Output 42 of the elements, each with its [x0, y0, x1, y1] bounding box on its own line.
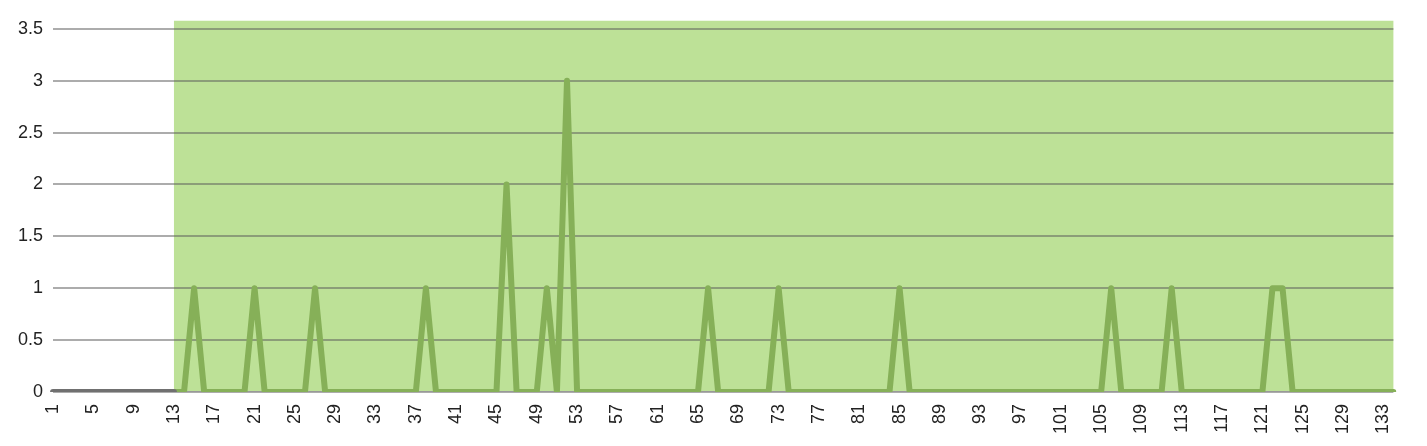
x-tick-label: 117: [1211, 403, 1232, 433]
x-tick-label: 81: [848, 403, 869, 424]
x-tick-label: 5: [82, 403, 103, 414]
y-tick-label: 3.5: [17, 17, 44, 38]
x-tick-label: 61: [646, 403, 667, 424]
x-tick-label: 77: [807, 403, 828, 424]
y-tick-label: 2: [33, 173, 44, 194]
x-tick-label: 85: [888, 403, 909, 424]
x-tick-label: 133: [1372, 403, 1393, 435]
x-tick-label: 1: [41, 403, 62, 414]
x-tick-label: 93: [969, 403, 990, 424]
x-tick-label: 101: [1049, 403, 1070, 435]
x-tick-label: 105: [1090, 403, 1111, 435]
x-tick-label: 69: [727, 403, 748, 424]
x-tick-label: 25: [283, 403, 304, 424]
x-tick-label: 109: [1130, 403, 1151, 435]
x-tick-label: 125: [1291, 403, 1312, 435]
y-tick-label: 1: [33, 277, 44, 298]
x-tick-label: 21: [243, 403, 264, 424]
x-tick-label: 73: [767, 403, 788, 424]
x-tick-label: 129: [1331, 403, 1352, 435]
x-tick-label: 13: [162, 403, 183, 424]
y-tick-label: 1.5: [17, 225, 44, 246]
x-tick-label: 57: [606, 403, 627, 424]
x-tick-label: 45: [485, 403, 506, 424]
x-tick-label: 65: [686, 403, 707, 424]
x-tick-label: 41: [445, 403, 466, 424]
x-tick-label: 121: [1251, 403, 1272, 435]
x-tick-label: 17: [203, 403, 224, 424]
x-tick-label: 97: [1009, 403, 1030, 424]
x-tick-label: 33: [364, 403, 385, 424]
y-tick-label: 0.5: [17, 329, 44, 350]
x-tick-label: 29: [324, 403, 345, 424]
y-tick-label: 3: [33, 69, 44, 90]
y-tick-label: 2.5: [17, 121, 44, 142]
x-tick-label: 37: [404, 403, 425, 424]
y-tick-label: 0: [33, 380, 44, 401]
x-tick-label: 53: [566, 403, 587, 424]
x-tick-label: 9: [122, 403, 143, 414]
x-tick-label: 113: [1170, 403, 1191, 433]
x-tick-label: 49: [525, 403, 546, 424]
x-tick-label: 89: [928, 403, 949, 424]
